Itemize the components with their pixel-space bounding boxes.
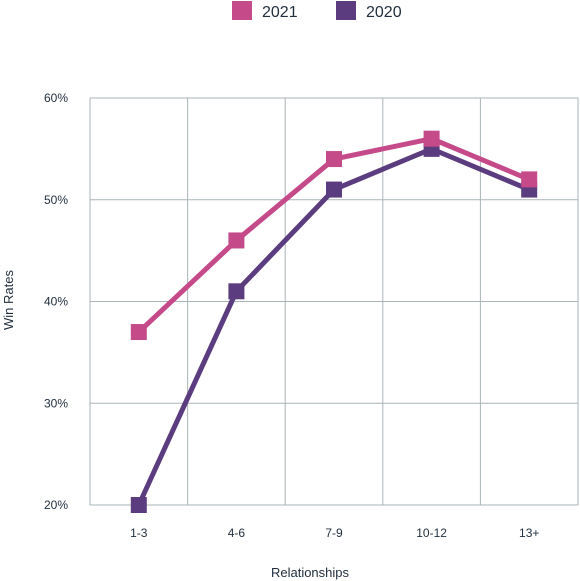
- x-tick-label: 13+: [519, 526, 539, 540]
- x-tick-label: 1-3: [130, 526, 148, 540]
- series-line: [136, 146, 531, 507]
- y-axis-ticks: 20% 30% 40% 50% 60%: [44, 91, 68, 512]
- legend: 2021 2020: [232, 1, 402, 21]
- data-point-marker: [423, 130, 440, 147]
- data-point-marker: [130, 324, 147, 341]
- x-tick-label: 10-12: [416, 526, 447, 540]
- x-tick-label: 7-9: [325, 526, 343, 540]
- data-point-marker: [521, 171, 538, 188]
- legend-swatch: [232, 1, 252, 20]
- y-axis-title: Win Rates: [1, 270, 16, 330]
- y-tick-label: 30%: [44, 396, 68, 410]
- legend-label: 2021: [262, 4, 298, 21]
- y-tick-label: 60%: [44, 91, 68, 105]
- x-axis-ticks: 1-3 4-6 7-9 10-12 13+: [130, 526, 539, 540]
- x-tick-label: 4-6: [228, 526, 246, 540]
- y-tick-label: 50%: [44, 193, 68, 207]
- series-2021: [130, 130, 538, 341]
- data-point-marker: [228, 232, 245, 249]
- series-layer: [130, 130, 538, 513]
- data-point-marker: [326, 181, 342, 198]
- legend-item: 2021: [232, 1, 298, 21]
- y-tick-label: 20%: [44, 498, 68, 512]
- data-point-marker: [326, 151, 342, 168]
- data-point-marker: [130, 497, 147, 513]
- legend-swatch: [336, 1, 356, 20]
- x-axis-title: Relationships: [271, 565, 350, 580]
- series-2020: [130, 140, 538, 513]
- data-point-marker: [228, 283, 245, 300]
- legend-label: 2020: [366, 4, 402, 21]
- y-tick-label: 40%: [44, 295, 68, 309]
- legend-item: 2020: [336, 1, 402, 21]
